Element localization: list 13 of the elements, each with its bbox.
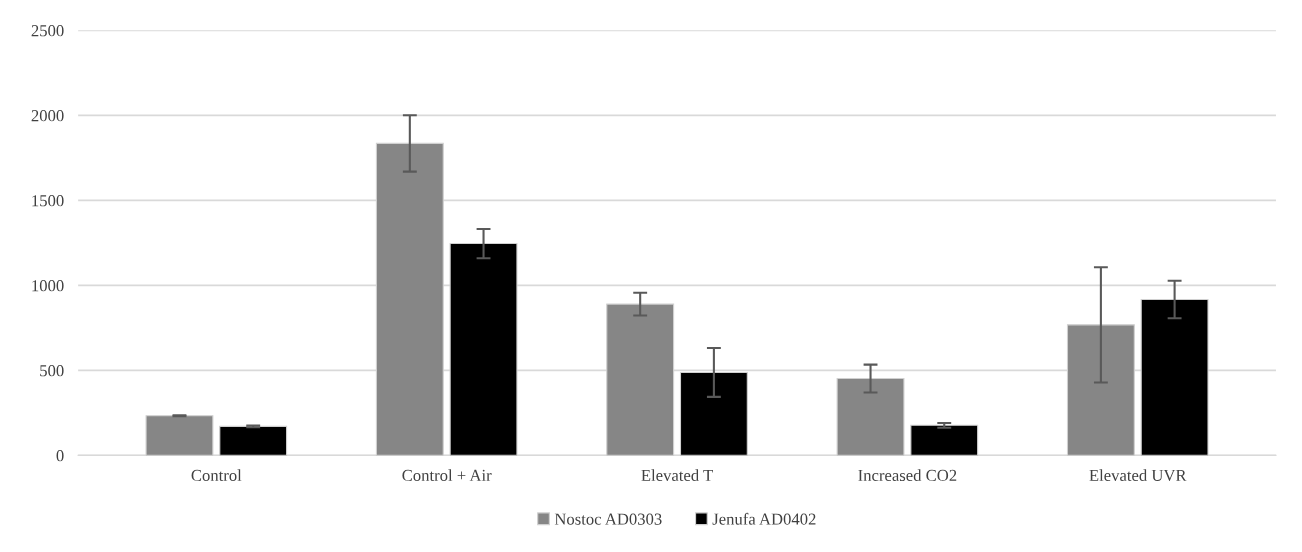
legend-label: Jenufa AD0402 [712, 512, 816, 525]
y-tick-label: 1500 [32, 195, 64, 207]
y-tick-label: 2000 [31, 110, 64, 122]
x-tick-label: Control [191, 469, 242, 482]
x-tick-label: Elevated UVR [1089, 469, 1187, 482]
legend-label: Nostoc AD0303 [554, 513, 662, 525]
y-tick-label: 1000 [32, 280, 64, 292]
y-tick-label: 500 [40, 365, 64, 377]
y-tick-label: 2500 [31, 25, 64, 37]
y-tick-label: 0 [56, 450, 64, 462]
x-tick-label: Increased CO2 [858, 469, 957, 482]
x-tick-label: Control + Air [402, 469, 492, 482]
x-tick-label: Elevated T [641, 469, 713, 482]
